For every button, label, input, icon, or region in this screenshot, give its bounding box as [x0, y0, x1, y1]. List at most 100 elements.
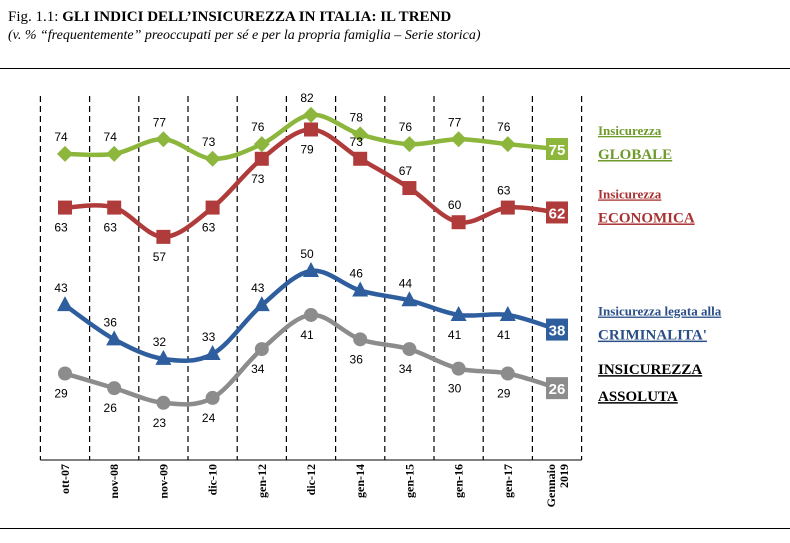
data-point-marker [156, 395, 171, 410]
last-value-box [546, 201, 568, 224]
data-point-marker [500, 200, 515, 215]
data-point-marker [303, 106, 319, 123]
data-point-marker [107, 200, 122, 215]
data-point-marker [106, 330, 123, 346]
x-tick-label: nov-09 [156, 464, 170, 499]
x-tick-label: 2019 [557, 464, 571, 488]
data-label: 73 [350, 135, 364, 149]
x-tick-label: nov-08 [107, 464, 121, 499]
data-label: 32 [153, 335, 167, 349]
data-label: 43 [54, 281, 68, 295]
data-point-marker [304, 122, 318, 137]
data-point-marker [402, 181, 417, 196]
x-tick-label: gen-14 [353, 464, 367, 498]
figure-header: Fig. 1.1: GLI INDICI DELL’INSICUREZZA IN… [8, 8, 782, 44]
data-label: 29 [497, 387, 511, 401]
data-label: 41 [448, 328, 462, 342]
data-label: 76 [251, 120, 265, 134]
data-point-marker [156, 229, 171, 244]
data-point-marker [401, 291, 418, 307]
data-point-marker [450, 131, 467, 148]
data-point-marker [352, 281, 369, 297]
data-point-marker [57, 145, 73, 162]
data-point-marker [107, 381, 122, 396]
legend-label: CRIMINALITA' [598, 328, 707, 344]
last-value-box [546, 318, 568, 341]
data-point-marker [58, 366, 72, 381]
data-label: 26 [104, 401, 118, 415]
data-point-marker [205, 200, 220, 215]
figure-subtitle: (v. % “frequentemente” preoccupati per s… [8, 28, 481, 43]
data-label: 41 [300, 328, 314, 342]
data-point-marker [499, 305, 516, 321]
data-label: 63 [54, 221, 68, 235]
data-label: 82 [300, 91, 314, 105]
data-point-marker [450, 305, 467, 321]
data-point-marker [352, 126, 369, 143]
data-point-marker [500, 366, 515, 381]
data-point-marker [58, 200, 72, 215]
data-label: 63 [497, 184, 511, 198]
x-tick-label: gen-16 [452, 464, 466, 498]
last-value-label: 62 [549, 205, 566, 222]
data-point-marker [155, 131, 172, 148]
data-point-marker [353, 151, 368, 166]
data-label: 43 [251, 281, 265, 295]
data-label: 77 [448, 115, 462, 129]
data-label: 76 [497, 120, 511, 134]
data-label: 46 [350, 267, 364, 281]
data-label: 57 [153, 250, 167, 264]
x-tick-label: Gennaio [544, 464, 558, 507]
legend-label: Insicurezza [598, 123, 662, 138]
last-value-box [546, 138, 568, 161]
data-label: 33 [202, 330, 216, 344]
data-label: 67 [399, 164, 413, 178]
figure-title-line: Fig. 1.1: GLI INDICI DELL’INSICUREZZA IN… [8, 8, 782, 26]
data-label: 73 [251, 172, 265, 186]
data-point-marker [155, 349, 172, 365]
data-label: 23 [153, 416, 167, 430]
data-label: 36 [104, 315, 118, 329]
x-tick-label: dic-12 [304, 464, 318, 495]
data-label: 36 [350, 352, 364, 366]
data-point-marker [57, 296, 73, 312]
x-tick-label: dic-10 [206, 464, 220, 495]
bottom-rule [0, 528, 790, 529]
data-label: 73 [202, 135, 216, 149]
x-tick-label: ott-07 [58, 464, 72, 494]
data-label: 60 [448, 198, 462, 212]
data-point-marker [499, 136, 516, 153]
data-point-marker [205, 390, 220, 405]
data-label: 24 [202, 411, 216, 425]
data-label: 63 [104, 221, 118, 235]
data-point-marker [204, 150, 221, 167]
data-label: 74 [54, 130, 68, 144]
data-point-marker [254, 342, 269, 357]
data-label: 34 [251, 362, 265, 376]
last-value-box [546, 377, 568, 400]
legend-label: INSICUREZZA [598, 362, 702, 378]
data-label: 78 [350, 110, 364, 124]
data-label: 76 [399, 120, 413, 134]
figure-title: GLI INDICI DELL’INSICUREZZA IN ITALIA: I… [62, 9, 452, 25]
legend-label: Insicurezza legata alla [598, 304, 722, 319]
last-value-label: 38 [549, 323, 566, 340]
data-label: 30 [448, 382, 462, 396]
data-point-marker [106, 145, 123, 162]
data-label: 63 [202, 221, 216, 235]
data-point-marker [253, 136, 270, 153]
data-point-marker [401, 136, 418, 153]
x-tick-label: gen-15 [402, 464, 416, 498]
legend-label: GLOBALE [598, 147, 672, 163]
data-point-marker [253, 296, 270, 312]
top-rule [0, 68, 790, 69]
data-label: 79 [300, 143, 314, 157]
data-label: 77 [153, 115, 167, 129]
data-label: 74 [104, 130, 118, 144]
data-label: 41 [497, 328, 511, 342]
legend-label: ASSOLUTA [598, 389, 678, 405]
last-value-label: 26 [549, 381, 566, 398]
data-label: 44 [399, 276, 413, 290]
data-point-marker [304, 307, 318, 322]
